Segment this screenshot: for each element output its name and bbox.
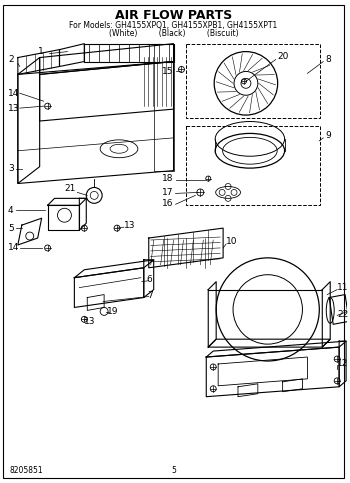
Text: 4: 4 [8,206,14,215]
Text: 16: 16 [162,199,174,208]
Text: 22: 22 [337,310,348,319]
Text: 14: 14 [8,243,19,253]
Text: 19: 19 [107,307,119,316]
Text: 18: 18 [162,174,174,183]
Text: For Models: GH4155XPQ1, GH4155XPB1, GH4155XPT1: For Models: GH4155XPQ1, GH4155XPB1, GH41… [69,21,278,30]
Bar [187,43,320,118]
Text: 10: 10 [226,238,238,246]
Text: 14: 14 [8,89,19,98]
Text: 2: 2 [8,55,14,64]
Text: (White)         (Black)         (Biscuit): (White) (Black) (Biscuit) [109,29,238,38]
Text: 6: 6 [147,275,153,284]
Bar [187,126,320,205]
Text: AIR FLOW PARTS: AIR FLOW PARTS [115,9,232,22]
Text: 12: 12 [337,359,349,369]
Text: 11: 11 [337,283,349,292]
Text: 13: 13 [84,317,96,326]
Text: 21: 21 [64,184,76,193]
Text: 17: 17 [162,188,174,197]
Text: 8: 8 [325,55,331,64]
Text: 5: 5 [171,466,176,475]
Text: 3: 3 [8,164,14,173]
Text: 7: 7 [147,291,153,300]
Text: 8205851: 8205851 [10,466,43,475]
Text: 13: 13 [8,104,20,113]
Text: 5: 5 [8,224,14,233]
Text: 13: 13 [124,221,135,229]
Text: 15: 15 [162,67,174,76]
Text: 9: 9 [325,131,331,141]
Text: 1: 1 [38,47,43,56]
Text: 20: 20 [278,52,289,61]
